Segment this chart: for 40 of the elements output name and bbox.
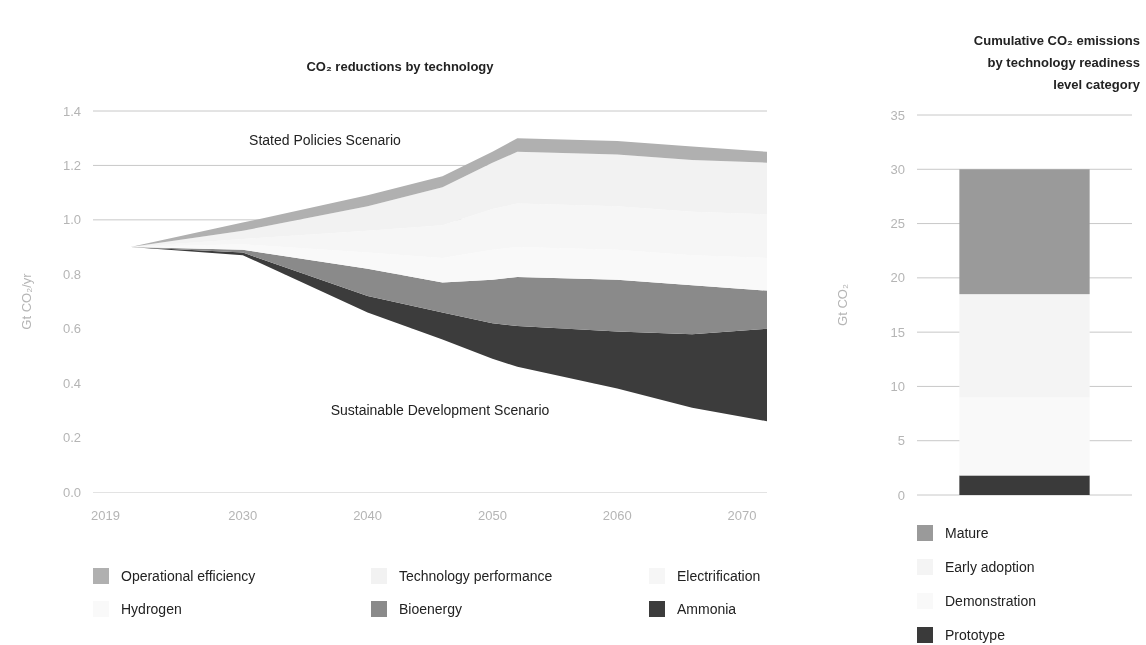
legend-label: Electrification xyxy=(677,567,761,584)
y-axis-title: Gt CO₂/yr xyxy=(19,272,34,330)
y-tick-label: 5 xyxy=(897,433,905,449)
y-tick-label: 1.2 xyxy=(62,157,81,173)
legend-label: Early adoption xyxy=(945,558,1035,575)
chart-title: Cumulative CO₂ emissions by technology readiness level category xyxy=(973,33,1141,92)
y-tick-label: 0 xyxy=(897,487,905,503)
y-tick-label: 30 xyxy=(890,161,905,177)
x-tick-label: 2060 xyxy=(602,508,632,523)
y-tick-label: 35 xyxy=(890,107,905,123)
y-tick-label: 0.2 xyxy=(62,430,81,446)
annotation: Sustainable Development Scenario xyxy=(330,401,550,418)
y-axis-title: Gt CO₂ xyxy=(835,284,850,326)
legend-label: Bioenergy xyxy=(399,600,463,617)
y-tick-label: 1.0 xyxy=(62,212,81,228)
x-tick-label: 2019 xyxy=(91,508,120,523)
bar xyxy=(959,475,1090,495)
bar xyxy=(959,169,1090,295)
y-tick-label: 15 xyxy=(890,324,905,340)
legend-label: Demonstration xyxy=(945,592,1037,609)
annotation: Stated Policies Scenario xyxy=(249,131,402,148)
y-tick-label: 0.4 xyxy=(62,375,81,391)
x-tick-label: 2050 xyxy=(477,508,507,523)
y-tick-label: 10 xyxy=(890,378,905,394)
y-tick-label: 20 xyxy=(890,270,905,286)
legend-label: Mature xyxy=(945,524,989,541)
y-tick-label: 1.4 xyxy=(62,103,81,119)
chart-title: CO₂ reductions by technology xyxy=(306,59,495,74)
legend-label: Prototype xyxy=(945,626,1006,643)
y-tick-label: 0.6 xyxy=(62,321,81,337)
y-tick-label: 0.8 xyxy=(62,266,81,282)
legend-label: Ammonia xyxy=(677,600,737,617)
y-tick-label: 0.0 xyxy=(62,484,81,500)
x-tick-label: 2030 xyxy=(228,508,258,523)
legend-label: Technology performance xyxy=(399,567,553,584)
x-tick-label: 2070 xyxy=(727,508,757,523)
x-tick-label: 2040 xyxy=(353,508,383,523)
y-tick-label: 25 xyxy=(890,216,905,232)
legend-label: Hydrogen xyxy=(121,600,182,617)
legend-label: Operational efficiency xyxy=(121,567,256,584)
